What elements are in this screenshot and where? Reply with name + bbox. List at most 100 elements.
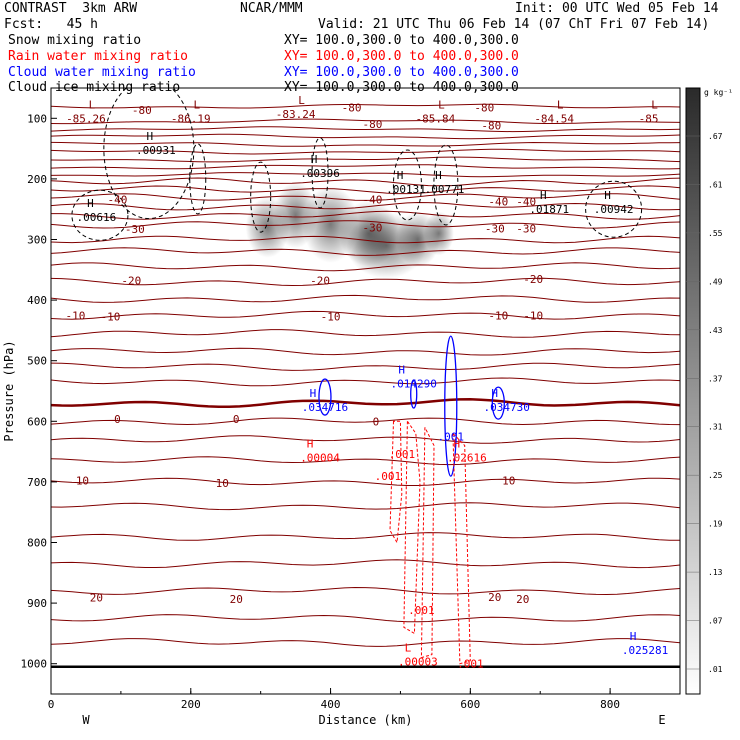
isotherm-line <box>51 141 680 147</box>
snow-high-value: .01871 <box>529 203 569 216</box>
low-value: -85 <box>639 112 659 125</box>
isotherm-label: -80 <box>342 101 362 114</box>
cloud-water-contour <box>410 379 418 409</box>
snow-contour <box>250 161 272 233</box>
isotherm-line <box>51 235 680 244</box>
isotherm-label: -40 <box>107 194 127 207</box>
isotherm-line <box>51 247 680 256</box>
isotherm-label: -80 <box>132 104 152 117</box>
isotherm-line <box>51 377 680 387</box>
cloud-water-high-marker: H <box>398 364 405 377</box>
cloud-water-high-value: .034730 <box>483 401 529 414</box>
field-xy-snow: XY= 100.0,300.0 to 400.0,300.0 <box>284 33 519 48</box>
isotherm-line <box>51 559 680 569</box>
low-marker: L <box>438 98 445 111</box>
isotherm-line <box>51 193 680 201</box>
rain-value: .001 <box>408 604 435 617</box>
isotherm-line <box>51 310 680 320</box>
isotherm-label: -80 <box>481 120 501 133</box>
snow-high-value: .00131 <box>386 183 426 196</box>
model-title: CONTRAST 3km ARW <box>4 1 138 16</box>
low-value: -85.26 <box>66 112 106 125</box>
forecast-hour: Fcst: 45 h <box>4 17 98 32</box>
isotherm-line <box>51 294 680 303</box>
low-value: -85.84 <box>416 112 456 125</box>
cloud-water-high-marker: H <box>630 630 637 643</box>
colorbar-tick-label: .13 <box>708 568 723 577</box>
snow-contour <box>103 88 195 220</box>
isotherm-line <box>51 362 680 371</box>
low-value: -86.19 <box>171 112 211 125</box>
low-marker: L <box>298 94 305 107</box>
y-tick-label: 400 <box>27 294 47 307</box>
cloud-water-high-marker: H <box>491 387 498 400</box>
isotherm-line <box>51 398 680 409</box>
colorbar-tick-label: .43 <box>708 326 723 335</box>
colorbar <box>685 87 701 695</box>
isotherm-label: 20 <box>516 593 529 606</box>
center-label: NCAR/MMM <box>240 1 303 16</box>
cloud-water-high-value: .034716 <box>302 401 348 414</box>
rain-contour <box>389 420 403 545</box>
isotherm-line <box>51 172 680 178</box>
isotherm-line <box>51 586 680 596</box>
y-tick-label: 900 <box>27 597 47 610</box>
cloud-water-high-value: .001 <box>438 430 465 443</box>
isotherm-label: 10 <box>76 475 89 488</box>
snow-high-marker: H <box>397 169 404 182</box>
rain-value: .001 <box>375 470 402 483</box>
isotherm-line <box>51 532 680 541</box>
isotherm-label: 0 <box>114 413 121 426</box>
low-marker: L <box>651 98 658 111</box>
isotherm-label: -40 <box>488 195 508 208</box>
isotherm-label: -40 <box>363 194 383 207</box>
isotherm-line <box>51 477 680 486</box>
low-value: -84.54 <box>534 112 574 125</box>
isotherm-label: -30 <box>363 221 383 234</box>
plot-frame <box>50 87 681 695</box>
low-marker: L <box>557 98 564 111</box>
isotherm-label: -30 <box>516 223 536 236</box>
y-axis-label: Pressure (hPa) <box>2 340 16 441</box>
field-xy-cloud-water: XY= 100.0,300.0 to 400.0,300.0 <box>284 65 519 80</box>
y-tick-label: 800 <box>27 537 47 550</box>
snow-high-marker: H <box>147 130 154 143</box>
cloud-water-contour <box>444 335 458 477</box>
snow-shading <box>423 211 454 256</box>
isotherm-line <box>51 614 680 623</box>
isotherm-label: -80 <box>474 101 494 114</box>
y-tick-label: 700 <box>27 476 47 489</box>
isotherm-label: -10 <box>66 309 86 322</box>
rain-marker: H <box>454 438 461 451</box>
isotherm-line <box>51 133 680 140</box>
valid-time: Valid: 21 UTC Thu 06 Feb 14 (07 ChT Fri … <box>318 17 710 32</box>
snow-high-marker: H <box>311 153 318 166</box>
x-tick-label: 200 <box>181 698 201 711</box>
rain-marker: H <box>307 438 314 451</box>
colorbar-tick-label: .55 <box>708 229 723 238</box>
isotherm-line <box>51 177 680 187</box>
isotherm-label: -30 <box>125 223 145 236</box>
isotherm-line <box>51 201 680 211</box>
snow-high-value: .00771 <box>425 183 465 196</box>
snow-high-value: .00616 <box>77 211 117 224</box>
rain-value: .00004 <box>300 452 340 465</box>
isotherm-label: -10 <box>321 310 341 323</box>
rain-value: .001 <box>389 448 416 461</box>
isotherm-label: 10 <box>502 475 515 488</box>
snow-high-value: .00931 <box>136 144 176 157</box>
low-marker: L <box>193 98 200 111</box>
colorbar-unit: g kg⁻¹ <box>704 88 733 97</box>
isotherm-line <box>51 103 680 109</box>
isotherm-label: 20 <box>90 592 103 605</box>
rain-marker: L <box>405 641 412 654</box>
isotherm-line <box>51 417 680 426</box>
isotherm-label: 20 <box>488 591 501 604</box>
y-tick-label: 200 <box>27 173 47 186</box>
y-tick-label: 300 <box>27 234 47 247</box>
isotherm-label: 0 <box>233 413 240 426</box>
x-tick-label: 0 <box>48 698 55 711</box>
isotherm-label: -80 <box>363 118 383 131</box>
isotherm-label: -10 <box>523 309 543 322</box>
snow-contour <box>71 189 129 241</box>
